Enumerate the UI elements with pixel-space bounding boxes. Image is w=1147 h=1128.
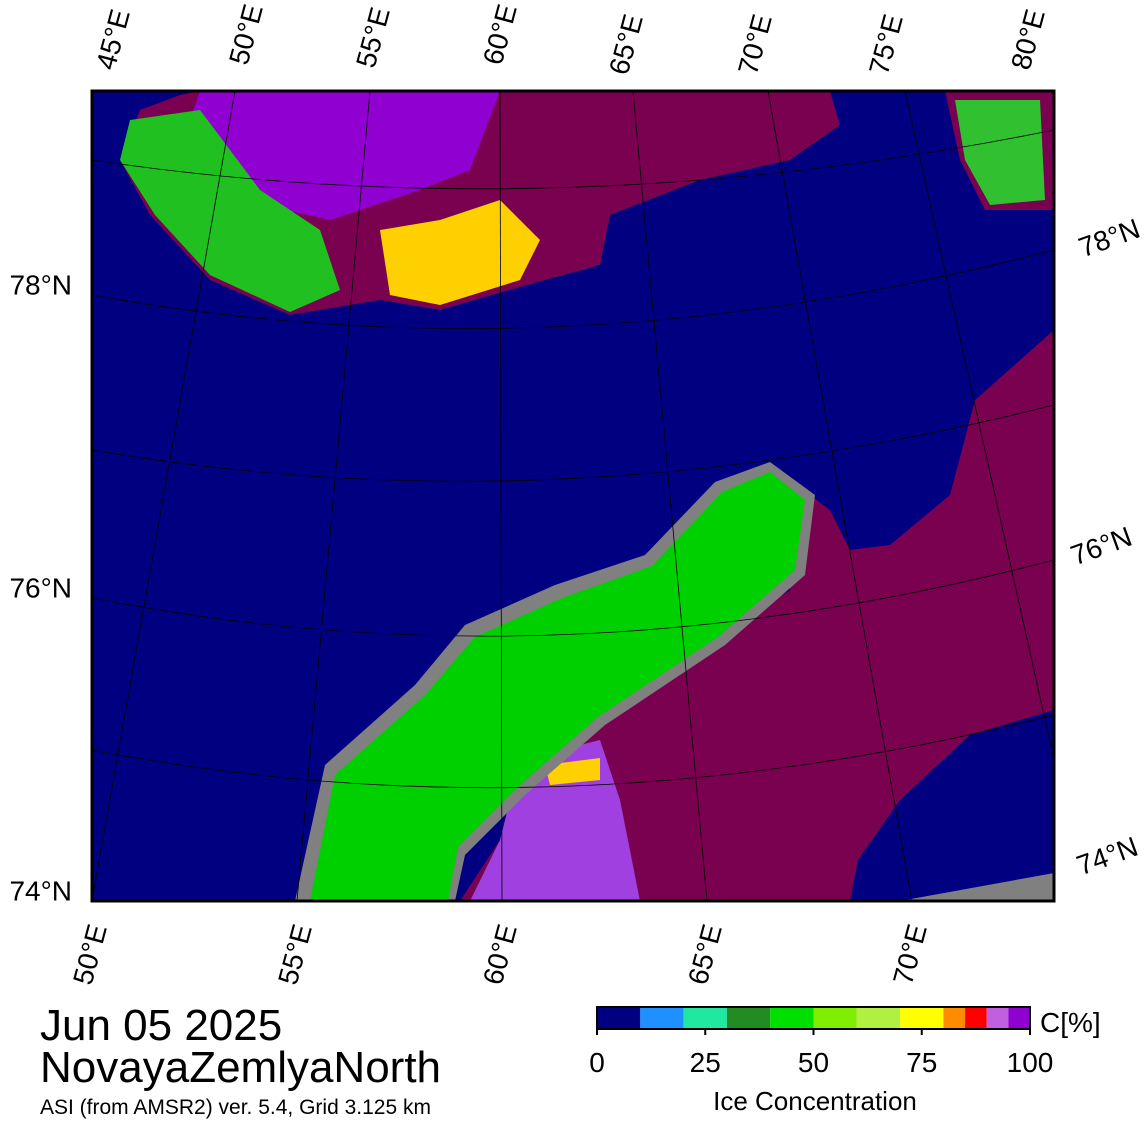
coordinate-label: 45°E	[90, 6, 136, 73]
island	[310, 472, 805, 901]
source: ASI (from AMSR2) ver. 5.4, Grid 3.125 km	[40, 1096, 431, 1119]
coordinate-label: 74°N	[1073, 831, 1142, 882]
colorbar-bin	[683, 1007, 727, 1029]
ne-ice-mixed	[955, 100, 1045, 205]
coordinate-label: 70°E	[732, 11, 778, 78]
colorbar-tick-label: 0	[589, 1047, 605, 1078]
coordinate-label: 65°E	[682, 921, 728, 988]
parallel	[91, 129, 1055, 190]
coordinate-label: 74°N	[9, 875, 72, 906]
meridian	[296, 90, 371, 902]
colorbar-bin	[813, 1007, 857, 1029]
coordinate-label: 55°E	[272, 921, 318, 988]
coordinate-label: 76°N	[9, 572, 72, 603]
colorbar-bin	[900, 1007, 944, 1029]
colorbar-tick-label: 25	[690, 1047, 721, 1078]
colorbar-bin	[943, 1007, 966, 1029]
parallel	[91, 714, 1055, 789]
coordinate-label: 55°E	[350, 4, 396, 71]
coordinate-label: 60°E	[477, 921, 523, 988]
coordinate-label: 65°E	[603, 11, 649, 78]
colorbar-bin	[1008, 1007, 1030, 1029]
colorbar-tick-label: 50	[798, 1047, 829, 1078]
meridian	[904, 90, 1055, 761]
coordinate-label: 50°E	[67, 921, 113, 988]
colorbar-unit: C[%]	[1040, 1007, 1101, 1038]
colorbar-bin	[640, 1007, 684, 1029]
colorbar-label: Ice Concentration	[713, 1086, 917, 1116]
north-ice-mixed	[120, 110, 340, 312]
coordinate-label: 76°N	[1067, 521, 1136, 572]
land-corner	[900, 873, 1054, 901]
coordinate-label: 50°E	[223, 1, 269, 68]
parallel	[91, 404, 1055, 482]
meridian	[499, 90, 503, 902]
colorbar: 0 25 50 75 100	[589, 1006, 1054, 1078]
map-frame	[90, 89, 1056, 903]
colorbar-bin	[726, 1007, 771, 1029]
colorbar-bin	[770, 1007, 814, 1029]
meridian	[91, 90, 236, 902]
colorbar-bin	[856, 1007, 901, 1029]
parallel	[91, 559, 1055, 637]
parallel	[91, 249, 1055, 329]
meridian	[632, 90, 708, 902]
colorbar-tick-label: 100	[1007, 1047, 1054, 1078]
coordinate-label: 75°E	[863, 11, 909, 78]
coordinate-label: 80°E	[1005, 6, 1051, 73]
colorbar-bin	[965, 1007, 987, 1029]
region: NovayaZemlyaNorth	[40, 1043, 441, 1092]
colorbar-bin	[986, 1007, 1009, 1029]
meridian	[767, 90, 913, 902]
colorbar-bin	[597, 1007, 641, 1029]
coordinate-label: 78°N	[9, 269, 72, 300]
coordinate-label: 70°E	[887, 921, 933, 988]
map	[90, 89, 1056, 903]
coordinate-label: 78°N	[1075, 213, 1144, 264]
date: Jun 05 2025	[40, 1001, 282, 1050]
colorbar-tick-label: 75	[906, 1047, 937, 1078]
coordinate-label: 60°E	[477, 1, 523, 68]
